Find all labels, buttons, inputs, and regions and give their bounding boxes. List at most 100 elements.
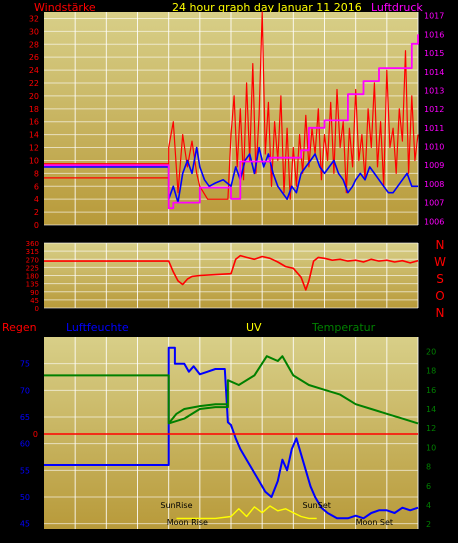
pressure-axis: 1006 1007 1008 1009 1010 1011 1012 1013 1014 1015… xyxy=(424,12,444,227)
wind-tick-label: 32 xyxy=(29,14,39,23)
pressure-tick-label: 1010 xyxy=(424,143,444,152)
compass-label: O xyxy=(435,289,444,303)
x-tick-label: 14 xyxy=(257,312,267,321)
pressure-tick-label: 1014 xyxy=(424,68,444,77)
x-tick-label: 10 xyxy=(195,312,205,321)
rain-tick-label: 0 xyxy=(33,430,38,439)
gust-line xyxy=(44,146,418,204)
x-tick-label: 20 xyxy=(351,312,361,321)
wind-direction-lines xyxy=(44,254,419,291)
wind-pressure-lines xyxy=(44,11,419,210)
wind-tick-label: 2 xyxy=(34,208,39,217)
rain-humidity-x-axis: 02 04 06 08 10 12 14 16 18 20 22 00 xyxy=(70,533,423,542)
temperature-line xyxy=(44,355,419,425)
temperatur-label: Temperatur xyxy=(311,321,376,334)
temperature_low-line xyxy=(167,403,228,425)
temperature-tick-label: 16 xyxy=(426,386,436,395)
wind-direction-grid xyxy=(44,242,419,309)
annotation-label: Moon Set xyxy=(356,518,393,527)
compass-label: S xyxy=(436,272,444,286)
humidity-line xyxy=(44,346,419,520)
x-tick-label: 08 xyxy=(164,312,174,321)
temperature-tick-label: 20 xyxy=(426,347,436,356)
x-tick-label: 16 xyxy=(288,533,298,542)
pressure-tick-label: 1016 xyxy=(424,30,444,39)
humidity-axis: 45 50 55 60 65 70 75 xyxy=(20,360,30,529)
x-tick-label: 22 xyxy=(382,533,392,542)
temperature-axis: 2 4 6 8 10 12 14 16 18 20 xyxy=(426,347,436,529)
wind-tick-label: 26 xyxy=(29,53,39,62)
humidity-tick-label: 55 xyxy=(20,466,30,475)
wind-tick-label: 24 xyxy=(29,66,39,75)
compass-label: W xyxy=(434,255,446,269)
x-tick-label: 22 xyxy=(382,229,392,238)
temperature-tick-label: 8 xyxy=(426,463,431,472)
wind-tick-label: 12 xyxy=(29,144,39,153)
x-tick-label: 00 xyxy=(413,229,423,238)
wind-tick-label: 10 xyxy=(29,156,39,165)
x-tick-label: 12 xyxy=(226,533,236,542)
x-tick-label: 06 xyxy=(132,229,142,238)
x-tick-label: 04 xyxy=(101,229,111,238)
x-tick-label: 18 xyxy=(319,229,329,238)
pressure-tick-label: 1009 xyxy=(424,161,444,170)
chart-title: 24 hour graph day Januar 11 2016 xyxy=(172,1,362,14)
x-tick-label: 02 xyxy=(70,312,80,321)
x-tick-label: 06 xyxy=(132,312,142,321)
x-tick-label: 08 xyxy=(164,229,174,238)
annotation-label: SunSet xyxy=(303,501,331,510)
wind-tick-label: 4 xyxy=(34,195,39,204)
x-tick-label: 00 xyxy=(413,533,423,542)
temperature-tick-label: 10 xyxy=(426,443,436,452)
humidity-tick-label: 60 xyxy=(20,440,30,449)
x-tick-label: 02 xyxy=(70,229,80,238)
rain-axis: 0 xyxy=(33,430,38,439)
direction-tick-label: 135 xyxy=(26,281,39,289)
temperature-tick-label: 12 xyxy=(426,424,436,433)
x-tick-label: 16 xyxy=(288,312,298,321)
x-tick-label: 16 xyxy=(288,229,298,238)
direction-tick-label: 270 xyxy=(26,256,39,264)
wind-pressure-x-axis: 02 04 06 08 10 12 14 16 18 20 22 00 xyxy=(70,229,423,238)
humidity-tick-label: 45 xyxy=(20,520,30,529)
luftdruck-label: Luftdruck xyxy=(371,1,423,14)
temperature-tick-label: 6 xyxy=(426,482,431,491)
pressure-tick-label: 1011 xyxy=(424,124,444,133)
x-tick-label: 02 xyxy=(70,533,80,542)
x-tick-label: 14 xyxy=(257,533,267,542)
humidity-tick-label: 50 xyxy=(20,493,30,502)
x-tick-label: 20 xyxy=(351,533,361,542)
wind-tick-label: 6 xyxy=(34,182,39,191)
x-tick-label: 18 xyxy=(319,533,329,542)
direction-tick-label: 225 xyxy=(26,264,39,272)
wind-direction-x-axis: 02 04 06 08 10 12 14 16 18 20 22 00 xyxy=(70,312,423,321)
x-tick-label: 04 xyxy=(101,533,111,542)
rain-humidity-grid xyxy=(44,337,419,529)
pressure-tick-label: 1013 xyxy=(424,86,444,95)
direction-tick-label: 0 xyxy=(35,305,39,313)
temperature-tick-label: 2 xyxy=(426,520,431,529)
direction-tick-label: 360 xyxy=(26,240,39,248)
x-tick-label: 10 xyxy=(195,533,205,542)
temperature-tick-label: 18 xyxy=(426,367,436,376)
compass-label: N xyxy=(436,238,445,252)
x-tick-label: 00 xyxy=(413,312,423,321)
pressure-tick-label: 1012 xyxy=(424,105,444,114)
direction-tick-label: 180 xyxy=(26,273,39,281)
humidity-tick-label: 70 xyxy=(20,386,30,395)
x-tick-label: 20 xyxy=(351,229,361,238)
wind-tick-label: 30 xyxy=(29,27,39,36)
humidity-tick-label: 75 xyxy=(20,360,30,369)
direction-tick-label: 315 xyxy=(26,248,39,256)
x-tick-label: 14 xyxy=(257,229,267,238)
temperature-tick-label: 14 xyxy=(426,405,436,414)
x-tick-label: 04 xyxy=(101,312,111,321)
x-tick-label: 22 xyxy=(382,312,392,321)
temperature-tick-label: 4 xyxy=(426,501,431,510)
